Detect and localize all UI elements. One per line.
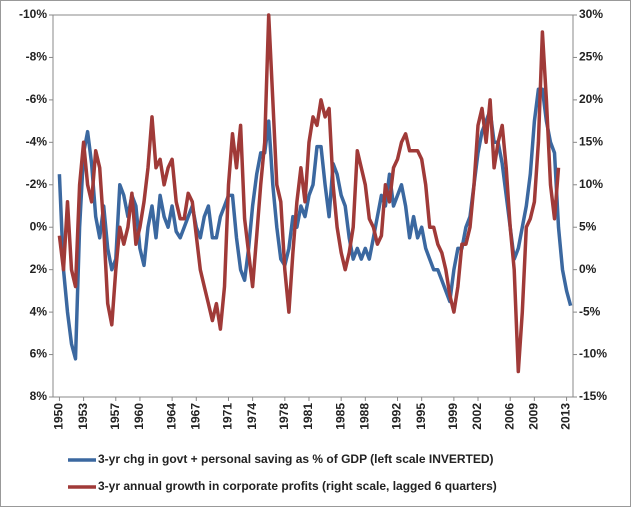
y2-tick-label: 10% [579, 177, 603, 191]
x-tick-label: 1988 [357, 403, 371, 430]
x-tick-label: 1974 [245, 403, 259, 430]
y-tick-label: 2% [30, 262, 48, 276]
x-tick-label: 1995 [414, 403, 428, 430]
y2-tick-label: 30% [579, 7, 603, 21]
x-tick-label: 1971 [221, 403, 235, 430]
x-tick-label: 1985 [333, 403, 347, 430]
series-line [57, 13, 561, 374]
x-tick-label: 2002 [470, 403, 484, 430]
y2-tick-label: -5% [579, 304, 601, 318]
y-tick-label: 0% [30, 219, 48, 233]
x-tick-label: 1964 [164, 403, 178, 430]
x-tick-label: 1992 [390, 403, 404, 430]
legend-label: 3-yr chg in govt + personal saving as % … [98, 452, 494, 466]
y2-tick-label: -15% [579, 389, 607, 403]
x-tick-label: 2006 [502, 403, 516, 430]
x-tick-label: 1967 [188, 403, 202, 430]
x-tick-label: 1978 [277, 403, 291, 430]
y-tick-label: 4% [30, 304, 48, 318]
y2-tick-label: 15% [579, 135, 603, 149]
x-tick-label: 1960 [132, 403, 146, 430]
y2-tick-label: 20% [579, 92, 603, 106]
y2-tick-label: 25% [579, 50, 603, 64]
x-tick-label: 1981 [301, 403, 315, 430]
y2-tick-label: 5% [579, 219, 597, 233]
y-tick-label: -4% [26, 135, 48, 149]
x-tick-label: 1957 [108, 403, 122, 430]
x-tick-label: 2013 [559, 403, 573, 430]
x-tick-label: 1953 [76, 403, 90, 430]
x-tick-label: 1999 [446, 403, 460, 430]
plot-area [52, 14, 574, 398]
y2-tick-label: -10% [579, 347, 607, 361]
legend-label: 3-yr annual growth in corporate profits … [98, 479, 497, 493]
x-tick-label: 1950 [52, 403, 66, 430]
y-tick-label: -6% [26, 92, 48, 106]
y-tick-label: 6% [30, 347, 48, 361]
y-tick-label: -8% [26, 50, 48, 64]
x-tick-label: 2009 [527, 403, 541, 430]
y2-tick-label: 0% [579, 262, 597, 276]
y-tick-label: 8% [30, 389, 48, 403]
y-tick-label: -10% [19, 7, 47, 21]
y-tick-label: -2% [26, 177, 48, 191]
